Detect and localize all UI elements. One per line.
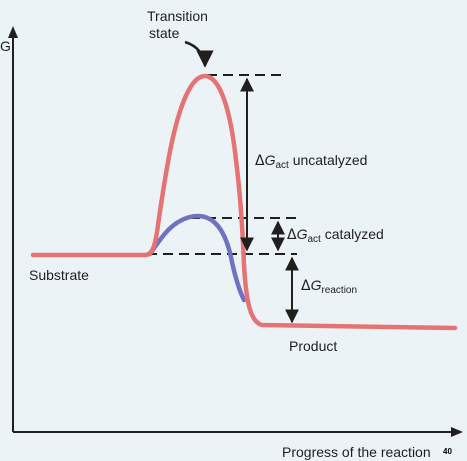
dg-act-uncatalyzed-label: ΔGact uncatalyzed bbox=[255, 152, 368, 171]
x-axis-label: Progress of the reaction bbox=[282, 444, 431, 460]
uncatalyzed-text: uncatalyzed bbox=[288, 152, 368, 168]
g-symbol: G bbox=[310, 277, 322, 293]
reaction-subscript: reaction bbox=[321, 285, 358, 296]
y-axis-label: G bbox=[0, 38, 11, 54]
transition-state-line-1: Transition bbox=[147, 8, 208, 24]
transition-state-pointer bbox=[184, 40, 214, 68]
transition-state-label: Transition state bbox=[147, 8, 208, 42]
y-axis-arrowhead bbox=[8, 26, 18, 38]
delta-symbol: Δ bbox=[301, 278, 311, 294]
catalyzed-text: catalyzed bbox=[320, 226, 384, 242]
delta-symbol: Δ bbox=[255, 153, 265, 169]
g-symbol: G bbox=[264, 152, 276, 168]
substrate-label: Substrate bbox=[29, 267, 89, 283]
page-number: 40 bbox=[443, 447, 452, 456]
dg-reaction-label: ΔGreaction bbox=[301, 277, 358, 296]
dg-act-catalyzed-label: ΔGact catalyzed bbox=[287, 226, 384, 245]
x-axis-arrowhead bbox=[451, 427, 463, 437]
delta-symbol: Δ bbox=[287, 227, 297, 243]
uncatalyzed-curve bbox=[30, 73, 458, 331]
catalyzed-curve bbox=[147, 213, 247, 303]
g-symbol: G bbox=[296, 226, 308, 242]
transition-state-line-2: state bbox=[149, 25, 180, 41]
act-subscript: act bbox=[275, 160, 289, 171]
product-label: Product bbox=[289, 338, 338, 354]
act-subscript: act bbox=[307, 234, 321, 245]
